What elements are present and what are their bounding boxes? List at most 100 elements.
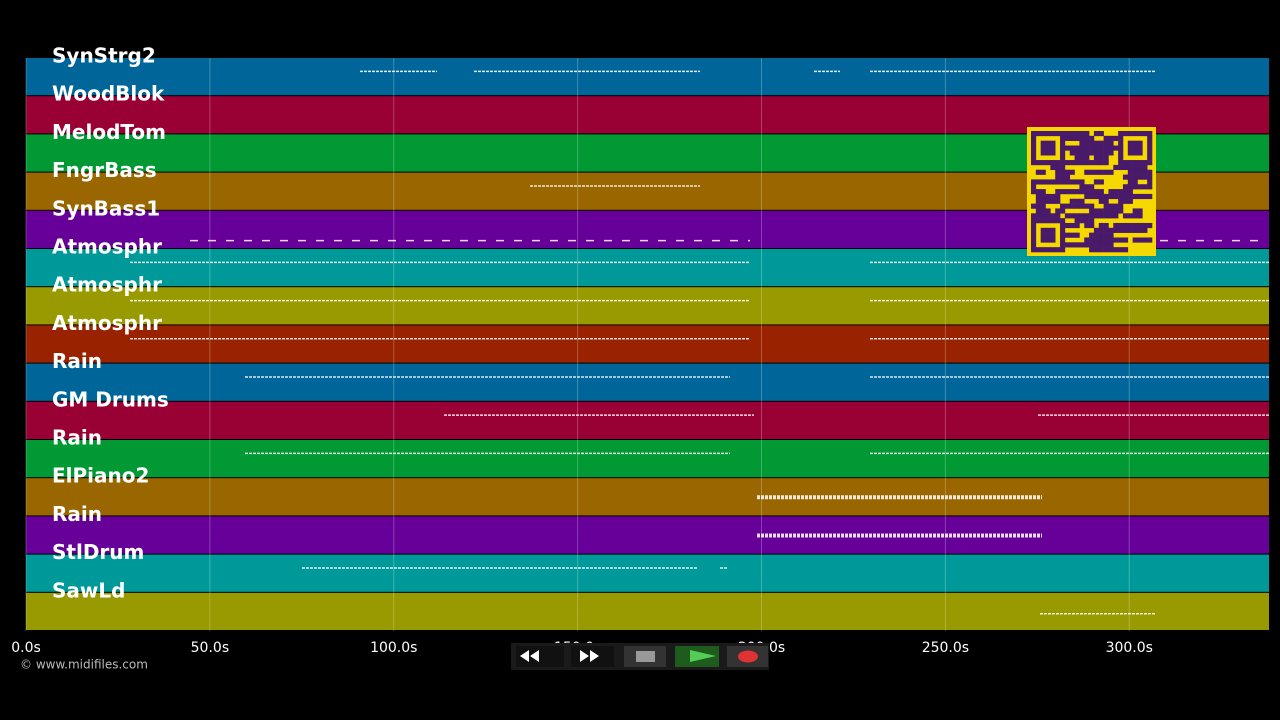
qr-cell — [1127, 189, 1133, 195]
qr-cell — [1040, 203, 1046, 209]
track-name: WoodBlok — [52, 82, 165, 106]
qr-cell — [1060, 247, 1066, 253]
qr-cell — [1103, 237, 1109, 243]
record-button[interactable] — [727, 646, 768, 667]
qr-cell — [1089, 203, 1095, 209]
qr-cell — [1040, 237, 1046, 243]
qr-cell — [1098, 155, 1104, 161]
qr-cell — [1103, 140, 1109, 146]
qr-cell — [1113, 213, 1119, 219]
qr-cell — [1074, 135, 1080, 141]
track-name: Atmosphr — [52, 311, 162, 335]
qr-cell — [1040, 169, 1046, 175]
qr-cell — [1040, 145, 1046, 151]
qr-cell — [1064, 189, 1071, 195]
qr-cell — [1093, 232, 1100, 238]
qr-cell — [1108, 247, 1114, 253]
qr-cell — [1118, 198, 1124, 204]
qr-cell — [1069, 189, 1075, 195]
qr-cell — [1089, 222, 1095, 229]
qr-cell — [1031, 242, 1037, 248]
qr-cell — [1093, 227, 1100, 233]
qr-cell — [1127, 222, 1133, 229]
qr-cell — [1035, 189, 1041, 195]
qr-cell — [1079, 203, 1085, 209]
qr-cell — [1084, 203, 1090, 209]
qr-cell — [1035, 198, 1041, 204]
qr-cell — [1031, 184, 1037, 190]
qr-cell — [1122, 213, 1129, 219]
qr-cell — [1084, 218, 1090, 224]
qr-cell — [1137, 150, 1143, 156]
qr-cell — [1045, 140, 1051, 146]
qr-cell — [1108, 189, 1114, 195]
qr-cell — [1064, 131, 1071, 137]
qr-cell — [1132, 150, 1138, 156]
play-button[interactable] — [675, 646, 719, 667]
tick-label: 250.0s — [922, 640, 969, 656]
qr-cell — [1060, 227, 1066, 233]
qr-cell — [1045, 232, 1051, 238]
rewind-button[interactable] — [516, 646, 564, 667]
qr-cell — [1045, 247, 1051, 253]
qr-cell — [1132, 140, 1138, 146]
qr-cell — [1103, 193, 1109, 200]
qr-cell — [1098, 242, 1104, 248]
qr-cell — [1122, 198, 1129, 204]
qr-cell — [1093, 247, 1100, 253]
qr-cell — [1098, 160, 1104, 166]
qr-cell — [1122, 164, 1129, 171]
qr-cell — [1093, 179, 1100, 185]
qr-cell — [1089, 193, 1095, 200]
qr-cell — [1108, 242, 1114, 248]
qr-cell — [1050, 150, 1056, 156]
qr-cell — [1060, 222, 1066, 229]
stop-button[interactable] — [624, 646, 666, 667]
qr-cell — [1093, 189, 1100, 195]
track-name: SynBass1 — [52, 196, 160, 220]
qr-cell — [1098, 189, 1104, 195]
track-labels: SynStrg2 WoodBlok MelodTom FngrBass SynBass1… — [52, 44, 169, 603]
qr-cell — [1127, 160, 1133, 166]
qr-cell — [1079, 179, 1085, 185]
qr-cell — [1069, 179, 1075, 185]
forward-button[interactable] — [571, 646, 614, 667]
qr-cell — [1079, 150, 1085, 156]
qr-cell — [1060, 169, 1066, 175]
track-name: StlDrum — [52, 540, 144, 564]
qr-cell — [1084, 140, 1090, 146]
qr-cell — [1098, 213, 1104, 219]
qr-cell — [1093, 145, 1100, 151]
qr-cell — [1132, 169, 1138, 175]
qr-cell — [1132, 193, 1138, 200]
qr-cell — [1084, 189, 1090, 195]
qr-cell — [1122, 227, 1129, 233]
qr-cell — [1050, 237, 1056, 243]
qr-cell — [1127, 227, 1133, 233]
qr-cell — [1040, 140, 1046, 146]
qr-cell — [1122, 160, 1129, 166]
qr-cell — [1093, 131, 1100, 137]
qr-cell — [1108, 213, 1114, 219]
qr-cell — [1142, 222, 1148, 229]
qr-cell — [1084, 222, 1090, 229]
qr-cell — [1040, 198, 1046, 204]
qr-cell — [1050, 218, 1056, 224]
qr-cell — [1103, 222, 1109, 229]
qr-cell — [1132, 213, 1138, 219]
qr-cell — [1137, 193, 1143, 200]
qr-cell — [1060, 160, 1066, 166]
track-row — [26, 440, 1269, 478]
qr-cell — [1060, 218, 1066, 224]
qr-cell — [1147, 184, 1153, 190]
qr-cell — [1055, 218, 1061, 224]
qr-cell — [1113, 189, 1119, 195]
qr-cell — [1035, 218, 1041, 224]
qr-cell — [1098, 150, 1104, 156]
qr-cell — [1031, 179, 1037, 185]
qr-cell — [1045, 198, 1051, 204]
qr-cell — [1137, 227, 1143, 233]
qr-cell — [1045, 150, 1051, 156]
qr-cell — [1089, 213, 1095, 219]
qr-cell — [1084, 193, 1090, 200]
